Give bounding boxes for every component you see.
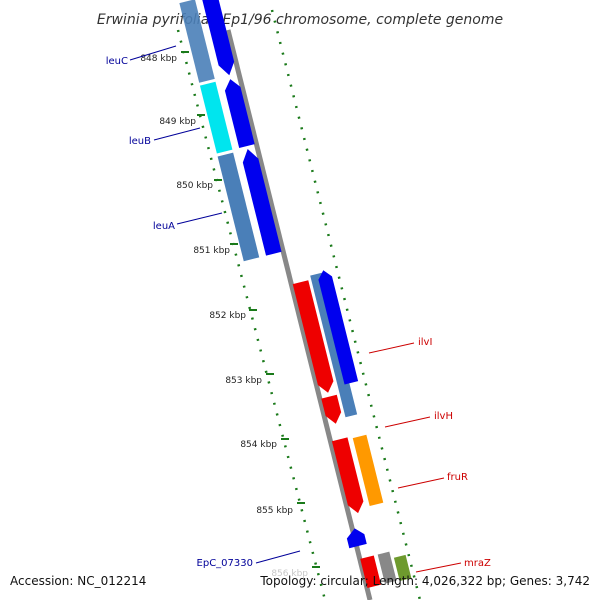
- gene-label-leuA[interactable]: leuA: [153, 221, 175, 232]
- leuA-leader: [176, 212, 223, 225]
- ilvH-leader: [384, 416, 431, 428]
- ilvI-forward-arrow[interactable]: [316, 269, 359, 385]
- fruR-cds-arrow[interactable]: [331, 437, 366, 515]
- ilvI-leader: [368, 342, 415, 354]
- gene-label-fruR[interactable]: fruR: [447, 472, 468, 483]
- leuA-cds-arrow[interactable]: [240, 147, 282, 256]
- tick-label-852: 852 kbp: [209, 311, 246, 321]
- gene-label-EpC_07330[interactable]: EpC_07330: [197, 558, 253, 569]
- gene-label-ilvH[interactable]: ilvH: [434, 411, 453, 422]
- EpC_07330-leader: [255, 550, 301, 564]
- tick-label-848: 848 kbp: [140, 54, 177, 64]
- fruR-orange-block[interactable]: [352, 434, 384, 507]
- tick-label-855: 855 kbp: [256, 506, 293, 516]
- chromosome-backbone: [225, 29, 373, 600]
- ruler: 848 kbp 849 kbp 850 kbp 851 kbp 852 kbp …: [140, 51, 320, 579]
- tick-label-851: 851 kbp: [193, 246, 230, 256]
- map-title: Erwinia pyrifoliae Ep1/96 chromosome, co…: [97, 12, 503, 28]
- gene-label-leuB[interactable]: leuB: [129, 136, 151, 147]
- tick-label-856: 856 kbp: [271, 569, 308, 579]
- leuB-cds-arrow[interactable]: [223, 77, 255, 148]
- mraZ-green-block[interactable]: [393, 554, 412, 582]
- leuC-leader: [129, 45, 177, 61]
- mraZ-leader: [415, 562, 462, 573]
- EpC-07330-small-arrow[interactable]: [345, 526, 367, 549]
- leuB-highlight-block[interactable]: [199, 81, 233, 154]
- gc-dots-right: [270, 9, 422, 600]
- mraZ-gray-block[interactable]: [377, 551, 397, 584]
- leuB-leader: [153, 127, 201, 141]
- tick-label-850: 850 kbp: [176, 181, 213, 191]
- leuA-gene-block[interactable]: [217, 152, 260, 262]
- mraZ-red-block[interactable]: [360, 555, 382, 589]
- ilvI-cds-arrow[interactable]: [292, 280, 336, 394]
- gc-content-track: [176, 9, 422, 600]
- leuC-gene-block[interactable]: [179, 0, 215, 83]
- gene-label-mraZ[interactable]: mraZ: [464, 558, 491, 569]
- accession-text: Accession: NC_012214: [10, 574, 147, 588]
- feature-track: [179, 0, 412, 589]
- ilvH-cds-arrow[interactable]: [321, 394, 343, 426]
- tick-label-849: 849 kbp: [159, 117, 196, 127]
- tick-label-853: 853 kbp: [225, 376, 262, 386]
- genome-summary-text: Topology: circular; Length: 4,026,322 bp…: [260, 574, 590, 588]
- tick-label-854: 854 kbp: [240, 440, 277, 450]
- gene-label-leuC[interactable]: leuC: [106, 56, 128, 67]
- leuC-cds-arrow[interactable]: [200, 0, 237, 77]
- gene-label-ilvI[interactable]: ilvI: [418, 337, 432, 348]
- fruR-leader: [397, 477, 445, 489]
- gene-labels: leuC leuB leuA ilvI ilvH fruR EpC_07330 …: [106, 45, 491, 573]
